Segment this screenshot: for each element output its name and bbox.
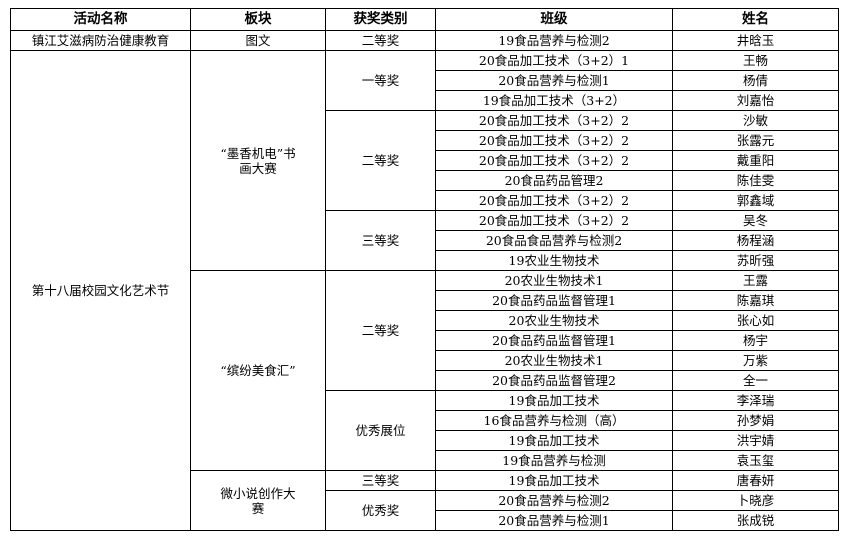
class-name: 20食品食品营养与检测2	[435, 230, 673, 251]
student-name: 杨倩	[672, 70, 839, 91]
class-name: 19食品加工技术（3+2）	[435, 90, 673, 111]
table-row: 优秀展位 19食品加工技术 李泽瑞	[11, 390, 839, 471]
class-name: 20食品加工技术（3+2）2	[435, 210, 673, 231]
table-row: 20食品药品监督管理1 陈嘉琪	[11, 290, 839, 311]
header-class: 班级	[435, 8, 673, 31]
award-category: 三等奖	[325, 210, 436, 271]
header-section: 板块	[190, 8, 326, 31]
class-name: 20食品药品监督管理1	[435, 330, 673, 351]
award-category: 二等奖	[325, 30, 436, 51]
class-name: 19食品加工技术	[435, 430, 673, 451]
class-name: 16食品营养与检测（高）	[435, 410, 673, 431]
activity-name: 第十八届校园文化艺术节	[10, 50, 191, 531]
student-name: 万紫	[672, 350, 839, 371]
class-name: 19食品营养与检测2	[435, 30, 673, 51]
table-row: 20食品加工技术（3+2）2 郭鑫域	[11, 190, 839, 211]
table-row: 19食品营养与检测 袁玉玺	[11, 450, 839, 471]
student-name: 卜晓彦	[672, 490, 839, 511]
student-name: 刘嘉怡	[672, 90, 839, 111]
table-row: 微小说创作大赛 三等奖 19食品加工技术 唐春妍	[11, 470, 839, 531]
header-activity: 活动名称	[10, 8, 191, 31]
student-name: 洪宇婧	[672, 430, 839, 451]
table-row: 优秀奖 20食品营养与检测2 卜晓彦	[11, 490, 839, 531]
class-name: 19食品加工技术	[435, 470, 673, 491]
student-name: 苏昕强	[672, 250, 839, 271]
student-name: 王畅	[672, 50, 839, 71]
award-category: 二等奖	[325, 110, 436, 211]
student-name: 全一	[672, 370, 839, 391]
student-name: 孙梦娟	[672, 410, 839, 431]
table-row: 19农业生物技术 苏昕强	[11, 250, 839, 271]
table-row: 20食品营养与检测1 张成锐	[11, 510, 839, 531]
student-name: 陈嘉琪	[672, 290, 839, 311]
class-name: 20食品药品管理2	[435, 170, 673, 191]
section-name: 微小说创作大赛	[190, 470, 326, 531]
class-name: 20农业生物技术1	[435, 270, 673, 291]
student-name: 井晗玉	[672, 30, 839, 51]
student-name: 沙敏	[672, 110, 839, 131]
student-name: 张露元	[672, 130, 839, 151]
header-award: 获奖类别	[325, 8, 436, 31]
student-name: 郭鑫域	[672, 190, 839, 211]
table-row: 二等奖 20食品加工技术（3+2）2 沙敏	[11, 110, 839, 211]
class-name: 20食品药品监督管理1	[435, 290, 673, 311]
table-row: 20食品药品管理2 陈佳雯	[11, 170, 839, 191]
table-row: 20食品药品监督管理1 杨宇	[11, 330, 839, 351]
section-name: “缤纷美食汇”	[190, 270, 326, 471]
student-name: 吴冬	[672, 210, 839, 231]
section-name: 图文	[190, 30, 326, 51]
table-row: 20农业生物技术1 万紫	[11, 350, 839, 371]
class-name: 20农业生物技术1	[435, 350, 673, 371]
class-name: 20食品营养与检测1	[435, 70, 673, 91]
class-name: 20农业生物技术	[435, 310, 673, 331]
student-name: 杨宇	[672, 330, 839, 351]
student-name: 张心如	[672, 310, 839, 331]
section-name: “墨香机电”书画大赛	[190, 50, 326, 271]
student-name: 唐春妍	[672, 470, 839, 491]
award-category: 一等奖	[325, 50, 436, 111]
student-name: 杨程涵	[672, 230, 839, 251]
table-row: 20食品加工技术（3+2）2 张露元	[11, 130, 839, 151]
class-name: 20食品加工技术（3+2）1	[435, 50, 673, 71]
header-row: 活动名称 板块 获奖类别 班级 姓名	[10, 8, 839, 31]
student-name: 王露	[672, 270, 839, 291]
table-row: 20食品加工技术（3+2）2 戴重阳	[11, 150, 839, 171]
class-name: 19农业生物技术	[435, 250, 673, 271]
table-row: 16食品营养与检测（高） 孙梦娟	[11, 410, 839, 431]
table-row: 第十八届校园文化艺术节 “墨香机电”书画大赛 一等奖 20食品加工技术（3+2）1 王畅	[10, 50, 839, 531]
table-row: 三等奖 20食品加工技术（3+2）2 吴冬	[11, 210, 839, 271]
class-name: 20食品加工技术（3+2）2	[435, 110, 673, 131]
table-row: 20农业生物技术 张心如	[11, 310, 839, 331]
table-row: “缤纷美食汇” 二等奖 20农业生物技术1 王露	[11, 270, 839, 471]
class-name: 20食品加工技术（3+2）2	[435, 130, 673, 151]
table-row: 镇江艾滋病防治健康教育 图文 二等奖 19食品营养与检测2 井晗玉	[10, 30, 839, 51]
class-name: 19食品加工技术	[435, 390, 673, 411]
student-name: 张成锐	[672, 510, 839, 531]
award-category: 三等奖	[325, 470, 436, 491]
student-name: 李泽瑞	[672, 390, 839, 411]
student-name: 袁玉玺	[672, 450, 839, 471]
class-name: 20食品加工技术（3+2）2	[435, 190, 673, 211]
awards-table: 活动名称 板块 获奖类别 班级 姓名 镇江艾滋病防治健康教育 图文 二等奖 19食品营…	[10, 8, 839, 531]
class-name: 20食品营养与检测1	[435, 510, 673, 531]
table-row: 20食品药品监督管理2 全一	[11, 370, 839, 391]
award-category: 二等奖	[325, 270, 436, 391]
class-name: 19食品营养与检测	[435, 450, 673, 471]
class-name: 20食品加工技术（3+2）2	[435, 150, 673, 171]
student-name: 陈佳雯	[672, 170, 839, 191]
activity-name: 镇江艾滋病防治健康教育	[10, 30, 191, 51]
award-category: 优秀展位	[325, 390, 436, 471]
student-name: 戴重阳	[672, 150, 839, 171]
award-category: 优秀奖	[325, 490, 436, 531]
header-name: 姓名	[672, 8, 839, 31]
class-name: 20食品营养与检测2	[435, 490, 673, 511]
class-name: 20食品药品监督管理2	[435, 370, 673, 391]
